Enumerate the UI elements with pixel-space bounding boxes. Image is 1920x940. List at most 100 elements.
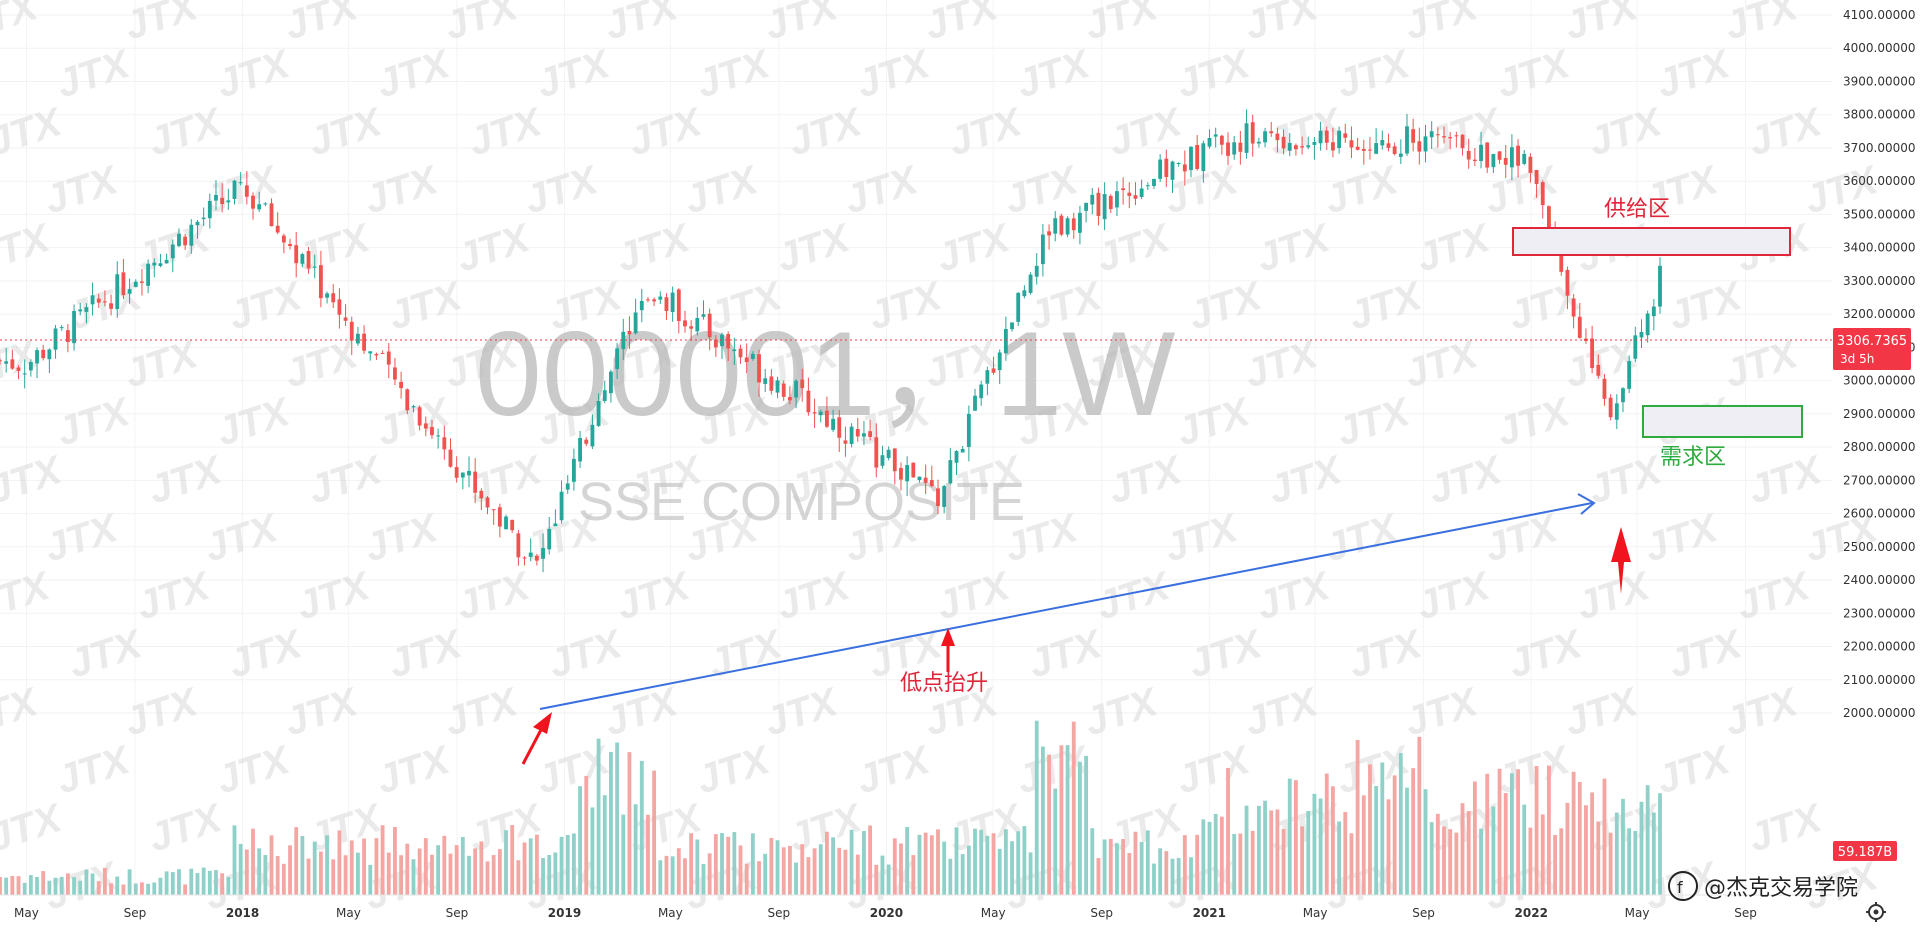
candle-body [596, 401, 601, 426]
volume-bar [1287, 778, 1292, 895]
volume-bar [954, 827, 959, 895]
volume-bar [1176, 857, 1181, 895]
candle-body [1491, 154, 1496, 168]
candle-body [1534, 169, 1539, 184]
candle-body [1614, 403, 1619, 420]
volume-bar [356, 852, 360, 895]
candle-body [1059, 215, 1064, 235]
volume-bar [28, 875, 33, 895]
candle-body [318, 265, 323, 299]
volume-bar [65, 873, 70, 895]
volume-bar [1078, 761, 1082, 895]
candle-body [584, 439, 589, 444]
volume-bar [1633, 830, 1638, 895]
candle-body [615, 348, 620, 370]
candle-body [1509, 147, 1514, 168]
demand-zone-box [1642, 405, 1803, 438]
candle-body [288, 243, 292, 247]
candle-body [726, 334, 731, 349]
volume-bar [942, 841, 947, 895]
volume-bar [615, 742, 620, 895]
trendline-arrowhead [1577, 493, 1596, 515]
volume-bar [1596, 821, 1601, 895]
volume-bar [534, 834, 539, 895]
candle-body [294, 245, 299, 264]
candle-body [942, 486, 947, 507]
candle-body [553, 523, 558, 527]
candle-body [689, 326, 694, 329]
candle-body [948, 460, 953, 484]
time-tick-label: Sep [1412, 906, 1435, 920]
volume-bar [985, 835, 990, 895]
volume-bar [528, 838, 533, 895]
volume-bar [1195, 834, 1200, 895]
volume-bar [214, 870, 218, 895]
candle-body [331, 293, 336, 303]
candle-body [201, 217, 206, 220]
price-axis[interactable]: 4100.00000 4000.00000 3900.00000 3800.00000… [1843, 8, 1916, 720]
volume-bar [1096, 858, 1101, 895]
candle-body [4, 361, 9, 364]
candle-body [1429, 131, 1434, 138]
volume-bar [22, 882, 27, 895]
volume-bar [1244, 805, 1249, 895]
volume-bar [1429, 822, 1434, 895]
volume-bar [1423, 789, 1428, 895]
candle-body [652, 299, 657, 302]
candle-body [423, 423, 428, 429]
volume-bar [880, 855, 885, 895]
volume-bar [368, 864, 373, 895]
settings-gear[interactable] [1866, 902, 1886, 922]
price-tick-label: 2500.00000 [1843, 540, 1916, 554]
candle-body [1219, 135, 1224, 145]
candle-body [1466, 150, 1471, 160]
volume-bar [331, 859, 336, 895]
volume-bar [263, 854, 268, 895]
candle-body [843, 440, 848, 444]
price-tick-label: 2900.00000 [1843, 407, 1916, 421]
candle-body [47, 349, 52, 360]
candle-body [90, 295, 95, 305]
last-price-tag: 3306.7365 3d 5h [1833, 328, 1911, 370]
candle-body [565, 483, 570, 490]
volume-bar [47, 880, 52, 895]
volume-bar [905, 826, 910, 895]
volume-bar [257, 848, 262, 895]
candle-body [1158, 159, 1163, 179]
candle-body [127, 289, 132, 294]
candle-body [1577, 316, 1582, 338]
candle-body [732, 349, 737, 352]
candle-body [152, 262, 157, 266]
volume-bar [713, 834, 718, 895]
time-axis[interactable]: May Sep 2018 May Sep 2019 May Sep 2020 May Sep 2021… [14, 906, 1757, 920]
volume-bar [374, 838, 379, 895]
volume-bar [862, 830, 866, 895]
candle-body [220, 197, 225, 205]
volume-bar [979, 829, 984, 895]
candle-body [140, 281, 144, 283]
candle-body [207, 200, 212, 219]
volume-bar [750, 833, 755, 895]
candle-body [102, 301, 107, 303]
candle-body [1448, 137, 1453, 139]
volume-bar [1442, 826, 1446, 895]
volume-bar [763, 853, 768, 895]
volume-bar [281, 863, 286, 895]
time-tick-label: May [1303, 906, 1328, 920]
candle-body [528, 552, 533, 557]
volume-bar [571, 833, 576, 895]
candle-body [1417, 141, 1422, 152]
price-tick-label: 2700.00000 [1843, 473, 1916, 487]
candle-body [812, 412, 817, 414]
volume-bar [997, 848, 1002, 895]
candle-body [633, 312, 638, 334]
candle-body [78, 309, 83, 312]
candle-body [1269, 131, 1274, 134]
time-tick-label: 2019 [548, 906, 581, 920]
volume-bar [658, 860, 663, 895]
volume-bar [442, 835, 447, 895]
volume-bar [226, 877, 231, 895]
